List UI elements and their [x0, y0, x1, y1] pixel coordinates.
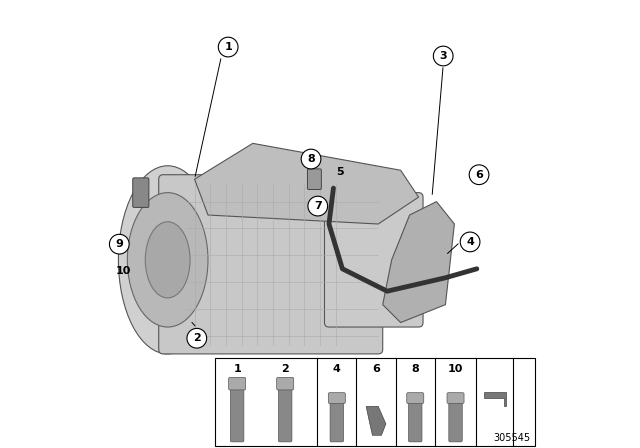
- Text: 7: 7: [314, 201, 322, 211]
- FancyBboxPatch shape: [228, 377, 246, 390]
- Text: 1: 1: [233, 364, 241, 374]
- Polygon shape: [484, 392, 506, 406]
- Circle shape: [218, 37, 238, 57]
- Polygon shape: [366, 406, 386, 435]
- Text: 10: 10: [116, 266, 131, 276]
- Circle shape: [109, 234, 129, 254]
- Circle shape: [187, 328, 207, 348]
- FancyBboxPatch shape: [132, 178, 149, 207]
- Text: 6: 6: [475, 170, 483, 180]
- Text: 3: 3: [440, 51, 447, 61]
- Text: 1: 1: [224, 42, 232, 52]
- FancyBboxPatch shape: [407, 393, 424, 404]
- Text: 4: 4: [333, 364, 340, 374]
- FancyBboxPatch shape: [449, 400, 462, 442]
- Ellipse shape: [118, 166, 217, 354]
- Text: 10: 10: [448, 364, 463, 374]
- Circle shape: [308, 196, 328, 216]
- Text: 5: 5: [337, 168, 344, 177]
- Ellipse shape: [145, 222, 190, 298]
- Text: 8: 8: [307, 154, 315, 164]
- Bar: [215, 358, 535, 446]
- Text: 8: 8: [412, 364, 419, 374]
- Ellipse shape: [127, 193, 208, 327]
- FancyBboxPatch shape: [330, 400, 344, 442]
- FancyBboxPatch shape: [159, 175, 383, 354]
- FancyBboxPatch shape: [324, 193, 423, 327]
- Text: 305545: 305545: [493, 433, 531, 443]
- Text: 9: 9: [115, 239, 124, 249]
- Text: 2: 2: [193, 333, 201, 343]
- Text: 4: 4: [466, 237, 474, 247]
- Polygon shape: [195, 143, 419, 224]
- Circle shape: [460, 232, 480, 252]
- Polygon shape: [383, 202, 454, 323]
- FancyBboxPatch shape: [307, 169, 321, 190]
- Text: 2: 2: [282, 364, 289, 374]
- FancyBboxPatch shape: [230, 385, 244, 442]
- FancyBboxPatch shape: [408, 400, 422, 442]
- Text: 6: 6: [372, 364, 380, 374]
- FancyBboxPatch shape: [328, 393, 346, 404]
- FancyBboxPatch shape: [276, 377, 294, 390]
- Circle shape: [433, 46, 453, 66]
- Circle shape: [469, 165, 489, 185]
- Circle shape: [301, 149, 321, 169]
- FancyBboxPatch shape: [278, 385, 292, 442]
- FancyBboxPatch shape: [447, 393, 464, 404]
